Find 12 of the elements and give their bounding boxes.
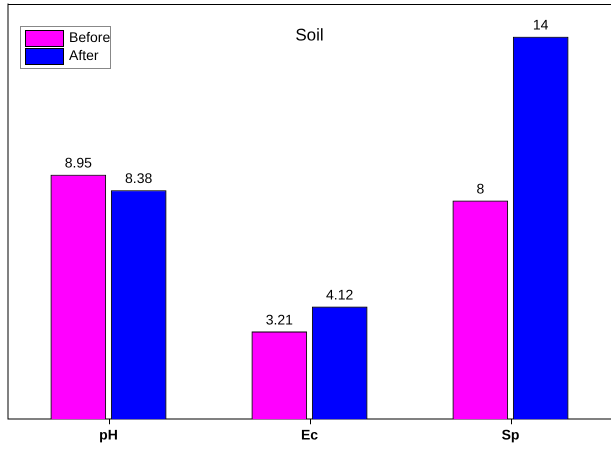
data-label: 3.21 xyxy=(266,311,294,328)
text: Soil xyxy=(295,26,324,45)
data-label: 8.38 xyxy=(125,170,152,186)
legend-label: Before xyxy=(69,28,110,45)
x-tick-label: Ec xyxy=(300,426,318,442)
data-label: 8.95 xyxy=(64,154,92,171)
data-label: 8 xyxy=(476,180,484,197)
data-label: 14 xyxy=(532,16,549,33)
legend-label: After xyxy=(69,46,99,63)
data-label: 4.12 xyxy=(326,286,354,303)
x-tick-label: Sp xyxy=(502,426,520,442)
x-tick-label: pH xyxy=(99,426,118,442)
